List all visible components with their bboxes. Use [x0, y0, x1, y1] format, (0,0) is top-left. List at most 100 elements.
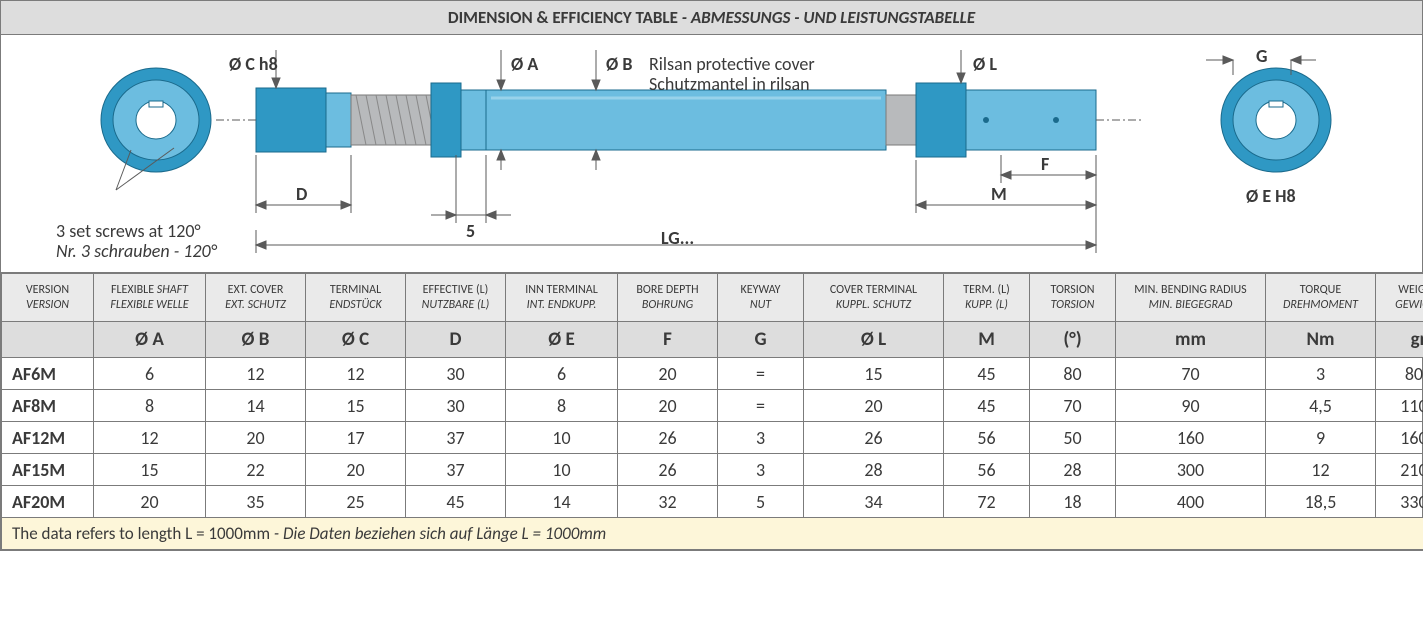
table-row: AF20M203525451432534721840018,53300 [2, 486, 1423, 518]
data-cell: 37 [406, 454, 506, 486]
data-cell: 15 [94, 454, 206, 486]
unit-row: Ø AØ BØ CDØ EFGØ LM(°)mmNmgr [2, 322, 1423, 358]
data-cell: 22 [206, 454, 306, 486]
header-cell: TORQUEDREHMOMENT [1266, 274, 1376, 322]
header-cell: TORSIONTORSION [1030, 274, 1116, 322]
data-cell: 56 [944, 422, 1030, 454]
data-cell: 34 [804, 486, 944, 518]
main-container: DIMENSION & EFFICIENCY TABLE - ABMESSUNG… [0, 0, 1423, 551]
data-cell: 12 [94, 422, 206, 454]
label-e-h8: Ø E H8 [1246, 185, 1296, 207]
unit-cell: (°) [1030, 322, 1116, 358]
header-en: VERSION [4, 283, 91, 297]
data-cell: 4,5 [1266, 390, 1376, 422]
data-cell: 50 [1030, 422, 1116, 454]
label-c-h8: Ø C h8 [229, 53, 278, 75]
header-cell: MIN. BENDING RADIUSMIN. BIEGEGRAD [1116, 274, 1266, 322]
data-cell: 30 [406, 390, 506, 422]
header-de: INT. ENDKUPP. [508, 298, 615, 312]
data-cell: 45 [406, 486, 506, 518]
label-b: Ø B [606, 53, 632, 75]
data-cell: 18 [1030, 486, 1116, 518]
header-de: NUT [720, 298, 801, 312]
header-cell: WEIGHTGEWICHT [1376, 274, 1423, 322]
header-de: MIN. BIEGEGRAD [1118, 298, 1263, 312]
data-cell: 18,5 [1266, 486, 1376, 518]
data-cell: 1600 [1376, 422, 1423, 454]
data-cell: 6 [94, 358, 206, 390]
data-cell: 20 [94, 486, 206, 518]
unit-cell [2, 322, 94, 358]
header-cell: FLEXIBLE SHAFTFLEXIBLE WELLE [94, 274, 206, 322]
data-cell: 26 [618, 454, 718, 486]
data-cell: 9 [1266, 422, 1376, 454]
data-cell: 30 [406, 358, 506, 390]
header-en: MIN. BENDING RADIUS [1118, 283, 1263, 297]
data-cell: 28 [804, 454, 944, 486]
header-de: BOHRUNG [620, 298, 715, 312]
data-body: AF6M6121230620=154580703800AF8M814153082… [2, 358, 1423, 518]
header-en: TERM. (L) [946, 283, 1027, 297]
data-cell: 800 [1376, 358, 1423, 390]
data-cell: 3 [1266, 358, 1376, 390]
header-en: BORE DEPTH [620, 283, 715, 297]
label-a: Ø A [511, 53, 538, 75]
header-en: KEYWAY [720, 283, 801, 297]
label-d: D [296, 183, 307, 205]
header-cell: COVER TERMINALKUPPL. SCHUTZ [804, 274, 944, 322]
label-f: F [1041, 153, 1049, 175]
table-row: AF12M122017371026326565016091600 [2, 422, 1423, 454]
data-cell: 2100 [1376, 454, 1423, 486]
data-cell: 26 [618, 422, 718, 454]
header-cell: TERMINALENDSTÜCK [306, 274, 406, 322]
unit-cell: G [718, 322, 804, 358]
data-cell: 15 [804, 358, 944, 390]
data-cell: = [718, 390, 804, 422]
header-de: DREHMOMENT [1268, 298, 1373, 312]
data-cell: 32 [618, 486, 718, 518]
data-cell: 35 [206, 486, 306, 518]
footnote-sep: - [270, 523, 283, 544]
unit-cell: M [944, 322, 1030, 358]
data-cell: 20 [804, 390, 944, 422]
data-cell: 10 [506, 454, 618, 486]
data-cell: 15 [306, 390, 406, 422]
header-de: EXT. SCHUTZ [208, 298, 303, 312]
data-cell: 3 [718, 454, 804, 486]
header-de: FLEXIBLE WELLE [96, 298, 203, 312]
unit-cell: Nm [1266, 322, 1376, 358]
data-cell: 45 [944, 390, 1030, 422]
data-cell: 28 [1030, 454, 1116, 486]
data-cell: 8 [506, 390, 618, 422]
footnote-de: Die Daten beziehen sich auf Länge L = 10… [283, 523, 606, 544]
unit-cell: Ø E [506, 322, 618, 358]
label-five: 5 [466, 220, 475, 242]
header-en: FLEXIBLE SHAFT [96, 283, 203, 297]
data-cell: 14 [206, 390, 306, 422]
footnote-row: The data refers to length L = 1000mm - D… [2, 518, 1423, 550]
table-row: AF8M8141530820=204570904,51100 [2, 390, 1423, 422]
unit-cell: gr [1376, 322, 1423, 358]
header-en: WEIGHT [1378, 283, 1423, 297]
right-coupling-icon [1221, 68, 1331, 172]
unit-cell: mm [1116, 322, 1266, 358]
dimension-table: VERSIONVERSIONFLEXIBLE SHAFTFLEXIBLE WEL… [1, 273, 1423, 550]
data-cell: AF12M [2, 422, 94, 454]
data-cell: 6 [506, 358, 618, 390]
data-cell: 70 [1030, 390, 1116, 422]
data-cell: AF20M [2, 486, 94, 518]
data-cell: 300 [1116, 454, 1266, 486]
header-de: VERSION [4, 298, 91, 312]
header-cell: KEYWAYNUT [718, 274, 804, 322]
title-de: ABMESSUNGS - UND LEISTUNGSTABELLE [691, 7, 975, 28]
data-cell: 10 [506, 422, 618, 454]
data-cell: 400 [1116, 486, 1266, 518]
title-sep: - [678, 7, 691, 28]
data-cell: 20 [618, 358, 718, 390]
header-cell: EXT. COVEREXT. SCHUTZ [206, 274, 306, 322]
title-en: DIMENSION & EFFICIENCY TABLE [448, 7, 678, 28]
data-cell: 80 [1030, 358, 1116, 390]
data-cell: 26 [804, 422, 944, 454]
header-en: TERMINAL [308, 283, 403, 297]
header-cell: TERM. (L)KUPP. (L) [944, 274, 1030, 322]
